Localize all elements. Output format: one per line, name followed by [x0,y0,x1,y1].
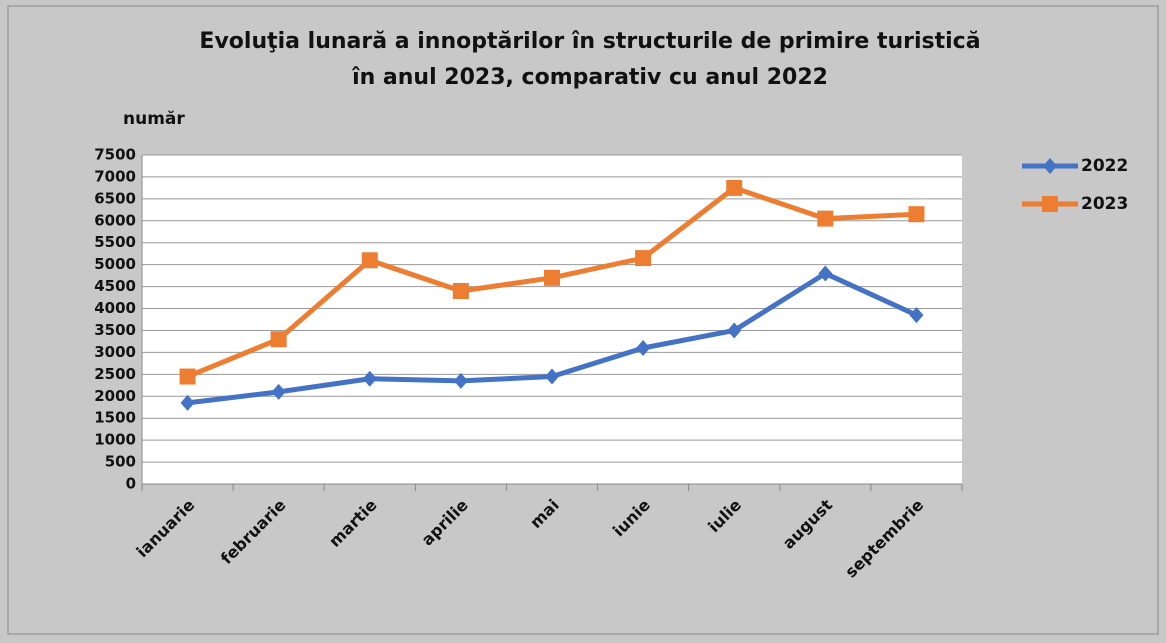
marker [452,282,469,299]
y-tick-label: 4000 [94,299,136,317]
y-tick-label: 500 [105,453,136,471]
marker [908,206,925,223]
y-tick-label: 7000 [94,167,136,185]
marker [180,394,195,411]
legend-marker [1043,158,1057,174]
marker [636,340,651,357]
y-tick-label: 3000 [94,343,136,361]
y-axis-label: număr [123,109,185,129]
marker [453,372,468,389]
y-tick-label: 5500 [94,233,136,251]
plot-area [142,155,962,484]
legend-marker [1042,196,1058,212]
marker [270,331,287,348]
y-tick-label: 7500 [94,146,136,164]
marker [909,307,924,324]
y-tick-label: 2000 [94,387,136,405]
marker [271,383,286,400]
marker [635,250,652,267]
marker [361,252,378,269]
chart-title: în anul 2023, comparativ cu anul 2022 [351,65,828,90]
marker [726,179,743,196]
y-tick-label: 2500 [94,365,136,383]
marker [727,322,742,339]
y-tick-label: 6500 [94,189,136,207]
marker [544,269,560,286]
y-tick-label: 4500 [94,277,136,295]
legend-label: 2022 [1081,156,1128,176]
legend-label: 2023 [1081,194,1128,214]
chart-title: Evoluţia lunară a innoptărilor în struct… [199,29,980,54]
marker [818,265,833,282]
y-tick-label: 0 [126,475,136,493]
marker [362,370,377,387]
y-tick-label: 3500 [94,321,136,339]
y-tick-label: 1500 [94,409,136,427]
marker [545,368,559,385]
y-tick-label: 5000 [94,255,136,273]
marker [179,368,196,385]
y-tick-label: 6000 [94,211,136,229]
y-tick-label: 1000 [94,431,136,449]
marker [817,210,834,227]
